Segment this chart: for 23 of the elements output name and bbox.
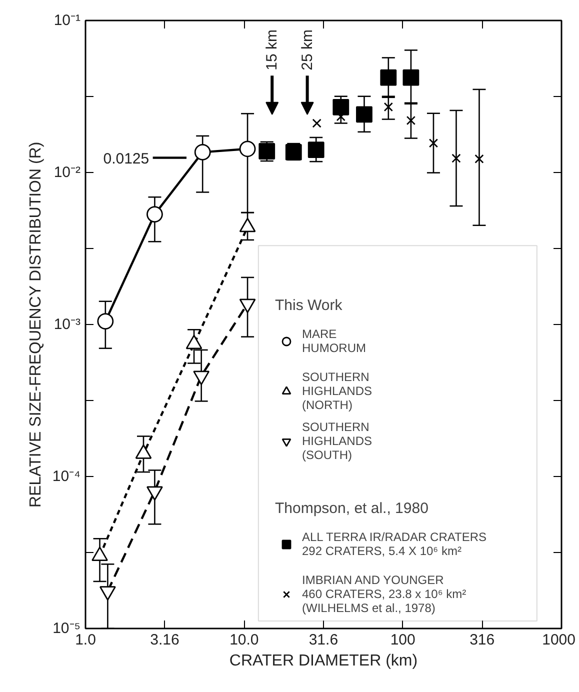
x-axis-title: CRATER DIAMETER (km)	[229, 652, 418, 670]
y-axis-title: RELATIVE SIZE-FREQUENCY DISTRIBUTION (R)	[27, 142, 44, 508]
y-tick-label: 10⁻²	[54, 164, 81, 181]
annotation: 25 km	[298, 29, 316, 70]
annotation: 0.0125	[103, 150, 150, 168]
annotation: Thompson, et al., 1980	[275, 500, 430, 517]
y-tick-label: 10⁻¹	[54, 12, 81, 29]
y-tick-label: 10⁻⁴	[52, 468, 81, 485]
legend-label: ALL TERRA IR/RADAR CRATERS 292 CRATERS, 5.4 X 10⁶ km²	[302, 529, 486, 560]
x-tick-label: 10.0	[230, 632, 259, 648]
x-tick-label: 1000	[542, 632, 576, 648]
y-tick-label: 10⁻³	[54, 316, 81, 333]
legend-title: This Work	[275, 297, 344, 314]
annotation: 15 km	[264, 29, 281, 70]
legend-label: SOUTHERN HIGHLANDS (NORTH)	[302, 369, 372, 413]
legend-label: IMBRIAN AND YOUNGER 460 CRATERS, 23.8 x 10⁶ km² (WILHELMS et al., 1978)	[302, 572, 466, 616]
legend-label: MARE HUMORUM	[302, 326, 366, 357]
legend-label: SOUTHERN HIGHLANDS (SOUTH)	[302, 419, 372, 463]
x-tick-label: 3.16	[150, 632, 180, 648]
x-tick-label: 316	[470, 632, 495, 648]
x-tick-label: 100	[390, 632, 416, 648]
x-tick-label: 1.0	[75, 632, 96, 648]
x-tick-label: 31.6	[308, 632, 338, 648]
